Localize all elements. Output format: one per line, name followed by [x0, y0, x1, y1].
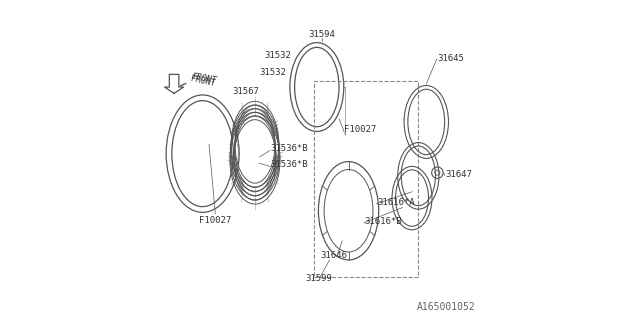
Polygon shape — [164, 74, 184, 93]
Text: 31647: 31647 — [445, 170, 472, 179]
Text: 31594: 31594 — [308, 30, 335, 39]
Text: 31536*B: 31536*B — [271, 144, 308, 153]
Text: 31616*A: 31616*A — [377, 198, 415, 207]
Text: 31645: 31645 — [437, 54, 464, 63]
Text: F10027: F10027 — [344, 125, 376, 134]
Text: F10027: F10027 — [199, 216, 232, 226]
Text: FRONT: FRONT — [190, 74, 216, 88]
Text: 31599: 31599 — [305, 275, 332, 284]
Text: A165001052: A165001052 — [417, 302, 476, 312]
Text: 31646: 31646 — [321, 251, 348, 260]
Text: 31532: 31532 — [264, 51, 291, 60]
Text: 31567: 31567 — [233, 87, 260, 96]
Text: 31536*B: 31536*B — [271, 160, 308, 169]
Text: 31616*B: 31616*B — [364, 217, 402, 226]
Text: FRONT: FRONT — [191, 73, 218, 86]
Text: 31532: 31532 — [260, 68, 287, 77]
